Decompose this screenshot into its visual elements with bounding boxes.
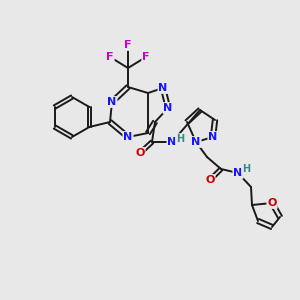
Text: F: F <box>142 52 150 62</box>
Text: H: H <box>176 134 184 144</box>
Text: N: N <box>208 132 217 142</box>
Text: F: F <box>106 52 114 62</box>
Text: F: F <box>124 40 132 50</box>
Text: N: N <box>191 137 201 147</box>
Text: N: N <box>107 97 117 107</box>
Text: N: N <box>158 83 168 93</box>
Text: N: N <box>167 137 177 147</box>
Text: N: N <box>123 132 133 142</box>
Text: N: N <box>164 103 172 113</box>
Text: O: O <box>135 148 145 158</box>
Text: O: O <box>205 175 215 185</box>
Text: N: N <box>233 168 243 178</box>
Text: O: O <box>267 198 277 208</box>
Text: H: H <box>242 164 250 174</box>
